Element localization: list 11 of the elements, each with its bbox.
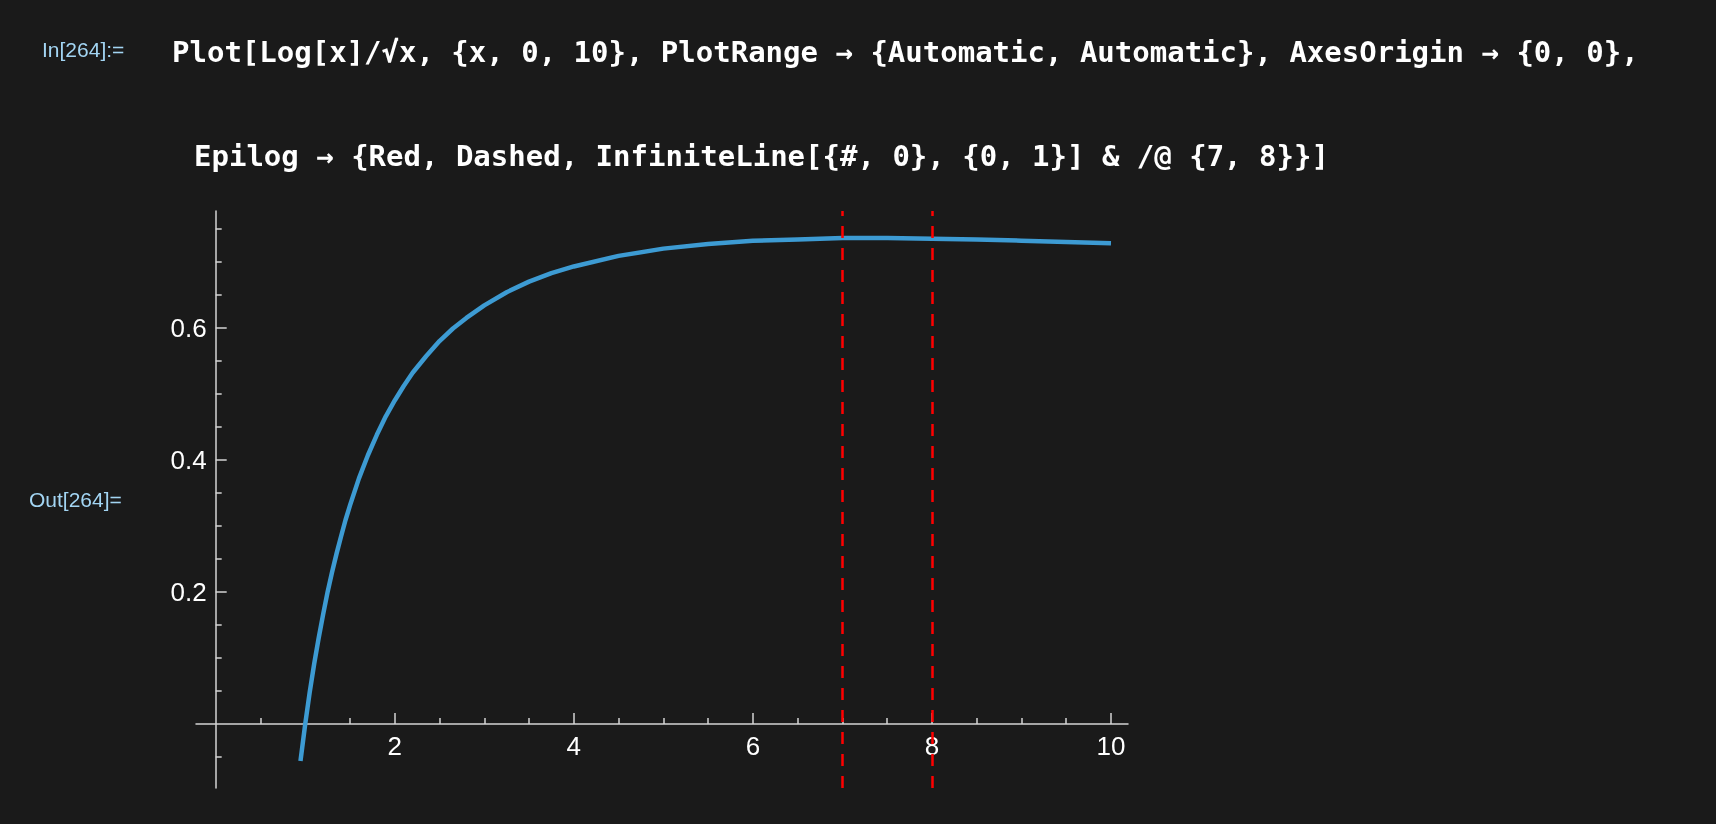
x-tick-label: 8 [924, 730, 940, 761]
text: Out[264]= [29, 487, 122, 513]
y-tick-label: 0.6 [170, 312, 207, 343]
x-tick-label: 10 [1096, 730, 1126, 761]
y-tick-label: 0.4 [170, 444, 207, 475]
x-tick-label: 6 [745, 730, 761, 761]
x-tick-label: 2 [387, 730, 402, 761]
x-tick-label: 4 [566, 730, 582, 761]
chart-title: Plot[Log[x]/√x, {x, 0, 10}, PlotRange → {Automatic, Automatic}, AxesOrigin → {0, 0}, Epilog → {Red, Dashed, InfiniteLine[{#, 0}, {0, 1}] & /@ {7, 8}}] [172, 35, 1639, 173]
text: In[264]:= [42, 37, 125, 63]
y-tick-label: 0.2 [170, 576, 207, 607]
